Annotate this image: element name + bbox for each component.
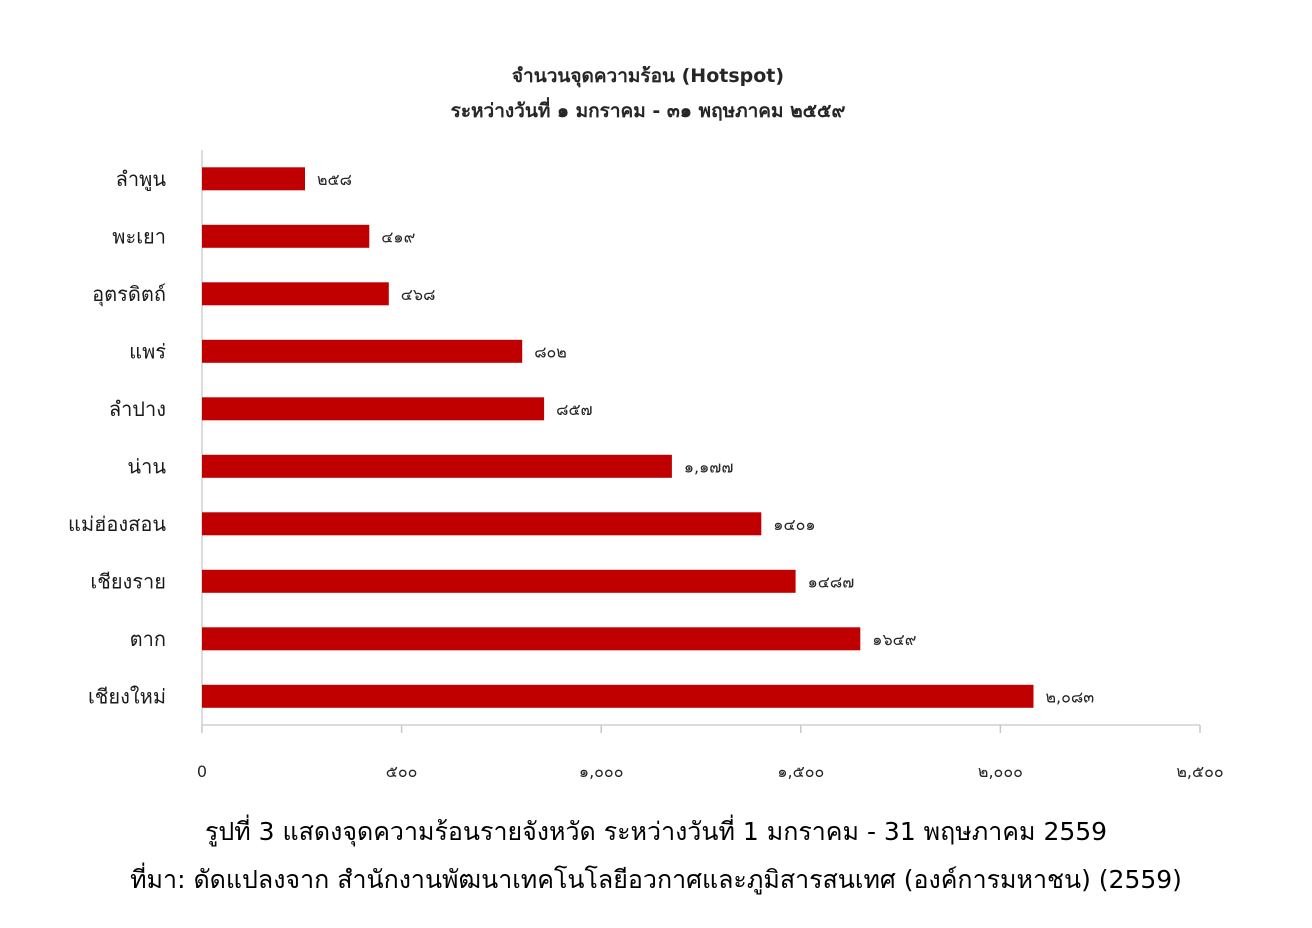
category-label: แพร่	[129, 339, 166, 363]
data-label: ๔๖๘	[401, 285, 436, 304]
category-label: แม่ฮ่องสอน	[68, 512, 166, 536]
data-label: ๑,๑๗๗	[684, 457, 733, 476]
chart-subtitle: ระหว่างวันที่ ๑ มกราคม - ๓๑ พฤษภาคม ๒๕๕๙	[451, 97, 846, 122]
bar	[202, 627, 861, 651]
data-label: ๑๔๘๗	[808, 572, 855, 591]
data-label: ๘๐๒	[534, 342, 567, 361]
category-label: พะเยา	[112, 224, 166, 248]
x-tick-label: ๒,๕๐๐	[1176, 762, 1223, 781]
category-label: ลำพูน	[116, 167, 167, 192]
data-label: ๑๔๐๑	[773, 515, 815, 534]
x-tick-label: ๒,๐๐๐	[978, 762, 1023, 781]
bar	[202, 397, 545, 421]
x-tick-label: ๑,๕๐๐	[777, 762, 824, 781]
category-label: ตาก	[130, 627, 166, 651]
bar	[202, 224, 370, 248]
bar	[202, 167, 305, 191]
x-tick-label: 0	[197, 762, 207, 781]
bar	[202, 454, 672, 478]
figure-caption: รูปที่ 3 แสดงจุดความร้อนรายจังหวัด ระหว่…	[204, 817, 1108, 846]
chart-figure: จำนวนจุดความร้อน (Hotspot) ระหว่างวันที่…	[68, 65, 1224, 781]
figure-source-note: ที่มา: ดัดแปลงจาก สำนักงานพัฒนาเทคโนโลยี…	[130, 865, 1182, 894]
category-label: ลำปาง	[109, 397, 166, 421]
hotspot-bar-chart: จำนวนจุดความร้อน (Hotspot) ระหว่างวันที่…	[68, 65, 1224, 781]
data-label: ๘๕๗	[556, 400, 592, 419]
bar	[202, 512, 762, 536]
data-label: ๒,๐๘๓	[1046, 687, 1095, 706]
category-label: น่าน	[127, 454, 166, 478]
data-label: ๔๑๙	[381, 227, 415, 246]
data-label: ๑๖๔๙	[872, 630, 916, 649]
bar	[202, 339, 523, 363]
bar	[202, 684, 1034, 708]
chart-title: จำนวนจุดความร้อน (Hotspot)	[512, 65, 784, 88]
category-label: เชียงใหม่	[88, 684, 166, 708]
data-label: ๒๕๘	[317, 170, 352, 189]
category-label: เชียงราย	[90, 569, 166, 593]
x-tick-label: ๑,๐๐๐	[579, 762, 624, 781]
category-label: อุตรดิตถ์	[92, 282, 166, 307]
bar	[202, 282, 389, 306]
bar	[202, 569, 796, 593]
x-tick-label: ๕๐๐	[386, 762, 418, 781]
